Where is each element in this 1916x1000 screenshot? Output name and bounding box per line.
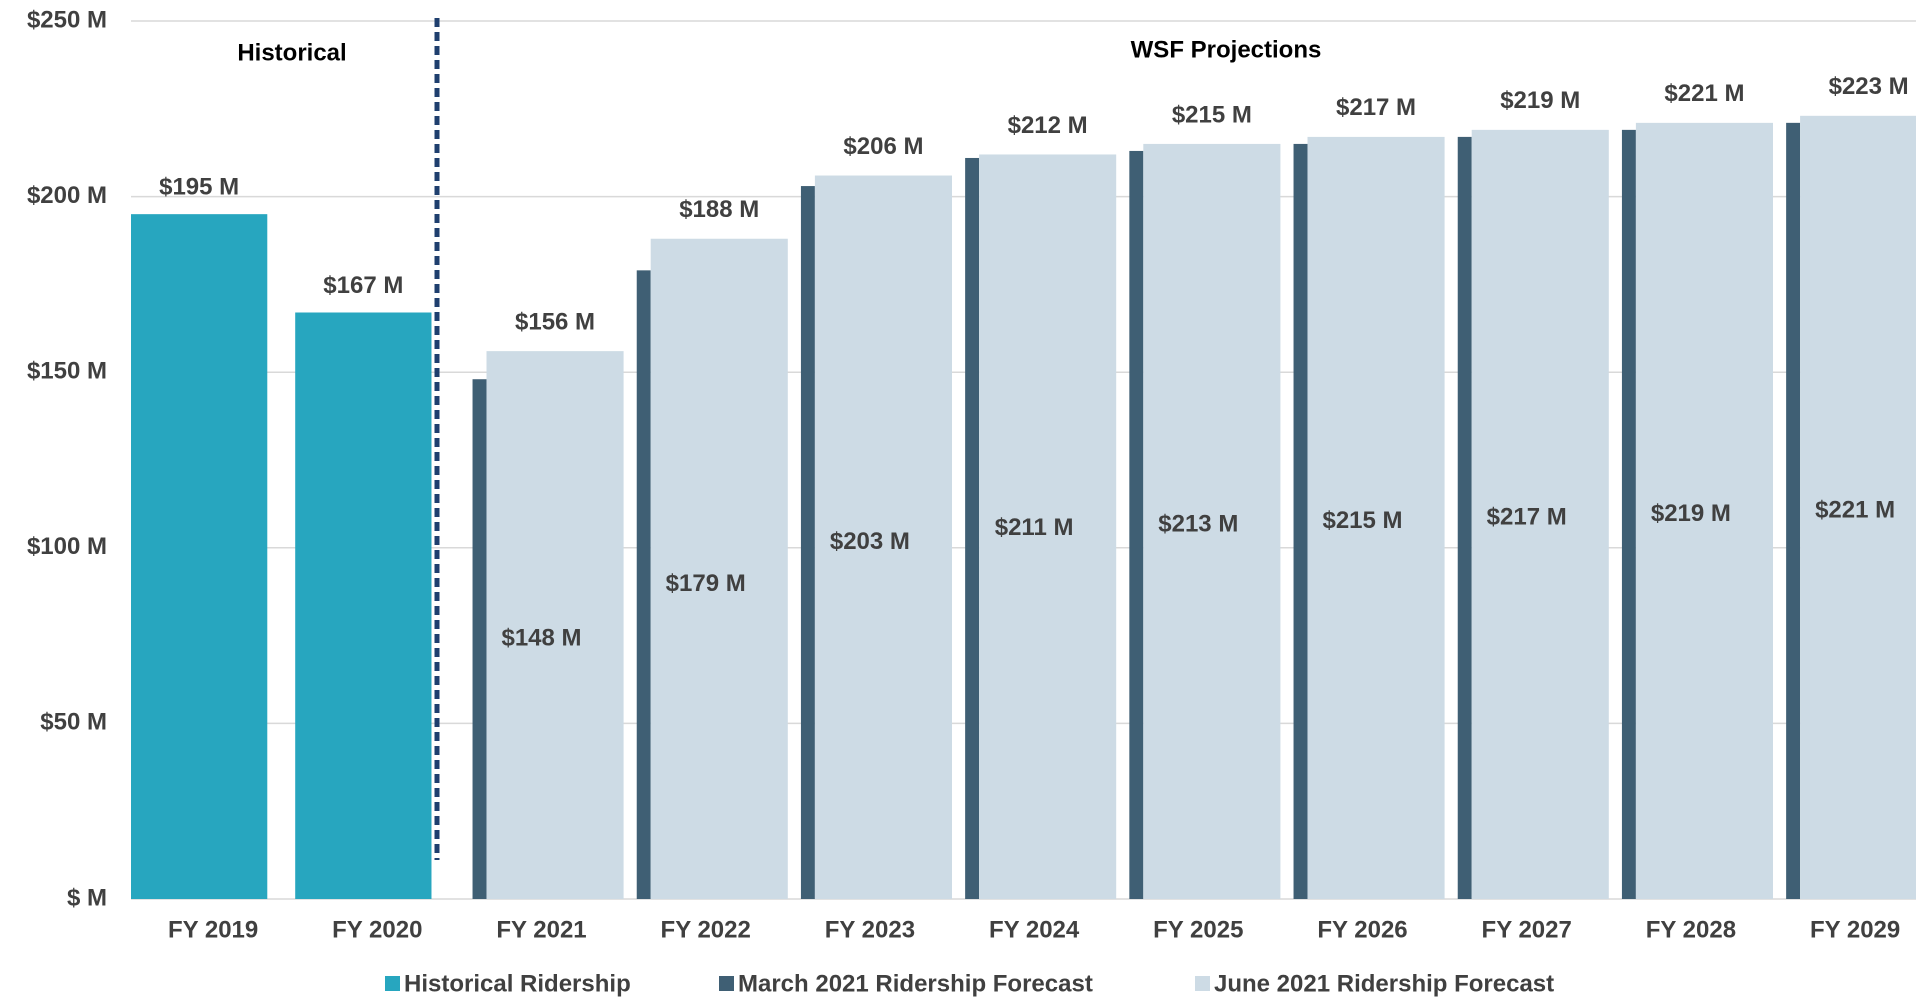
- bar: [965, 157, 980, 899]
- value-label: $148 M: [501, 624, 581, 651]
- bar: [636, 270, 651, 899]
- bar: [979, 154, 1117, 899]
- bar: [800, 186, 815, 900]
- x-tick-label: FY 2020: [332, 916, 422, 943]
- bar: [1471, 129, 1609, 899]
- x-tick-label: FY 2026: [1317, 916, 1407, 943]
- bar: [295, 312, 432, 900]
- x-tick-label: FY 2019: [168, 916, 258, 943]
- x-tick-label: FY 2029: [1810, 916, 1900, 943]
- legend-swatch: [1195, 976, 1210, 991]
- bar: [486, 351, 624, 899]
- y-tick-label: $100 M: [27, 533, 107, 560]
- value-label: $221 M: [1815, 496, 1895, 523]
- legend-swatch: [719, 976, 734, 991]
- bar: [1635, 122, 1773, 899]
- legend-label: March 2021 Ridership Forecast: [738, 970, 1093, 997]
- value-label: $217 M: [1487, 503, 1567, 530]
- x-tick-label: FY 2028: [1646, 916, 1736, 943]
- x-tick-label: FY 2027: [1482, 916, 1572, 943]
- annotation: WSF Projections: [1131, 36, 1322, 63]
- value-label: $217 M: [1336, 94, 1416, 121]
- bar: [1457, 136, 1472, 899]
- bar: [1129, 150, 1144, 900]
- x-tick-label: FY 2024: [989, 916, 1080, 943]
- annotation: Historical: [237, 39, 346, 66]
- bar: [472, 379, 487, 899]
- value-label: $203 M: [830, 528, 910, 555]
- y-tick-label: $200 M: [27, 182, 107, 209]
- bar: [1143, 143, 1281, 900]
- value-label: $156 M: [515, 308, 595, 335]
- y-tick-label: $150 M: [27, 358, 107, 385]
- value-label: $219 M: [1651, 500, 1731, 527]
- y-tick-label: $ M: [67, 884, 107, 911]
- value-label: $206 M: [843, 133, 923, 160]
- bar: [1307, 136, 1445, 899]
- bar: [1800, 115, 1916, 900]
- x-tick-label: FY 2022: [661, 916, 751, 943]
- value-label: $167 M: [323, 272, 403, 299]
- bar: [1786, 122, 1801, 899]
- x-tick-label: FY 2023: [825, 916, 915, 943]
- bar: [814, 175, 952, 899]
- legend-swatch: [385, 976, 400, 991]
- value-label: $221 M: [1664, 80, 1744, 107]
- legend-label: June 2021 Ridership Forecast: [1214, 970, 1554, 997]
- bar: [131, 214, 268, 899]
- value-label: $219 M: [1500, 87, 1580, 114]
- value-label: $188 M: [679, 196, 759, 223]
- value-label: $212 M: [1008, 112, 1088, 139]
- value-label: $195 M: [159, 174, 239, 201]
- y-tick-label: $250 M: [27, 6, 107, 33]
- value-label: $215 M: [1172, 101, 1252, 128]
- bar: [1293, 143, 1308, 900]
- value-label: $179 M: [666, 570, 746, 597]
- bar: [650, 238, 788, 899]
- legend-label: Historical Ridership: [404, 970, 631, 997]
- value-label: $213 M: [1158, 510, 1238, 537]
- x-tick-label: FY 2025: [1153, 916, 1243, 943]
- x-tick-label: FY 2021: [496, 916, 586, 943]
- value-label: $211 M: [995, 514, 1074, 541]
- bar: [1621, 129, 1636, 899]
- y-tick-label: $50 M: [40, 709, 107, 736]
- value-label: $223 M: [1829, 73, 1909, 100]
- value-label: $215 M: [1322, 507, 1402, 534]
